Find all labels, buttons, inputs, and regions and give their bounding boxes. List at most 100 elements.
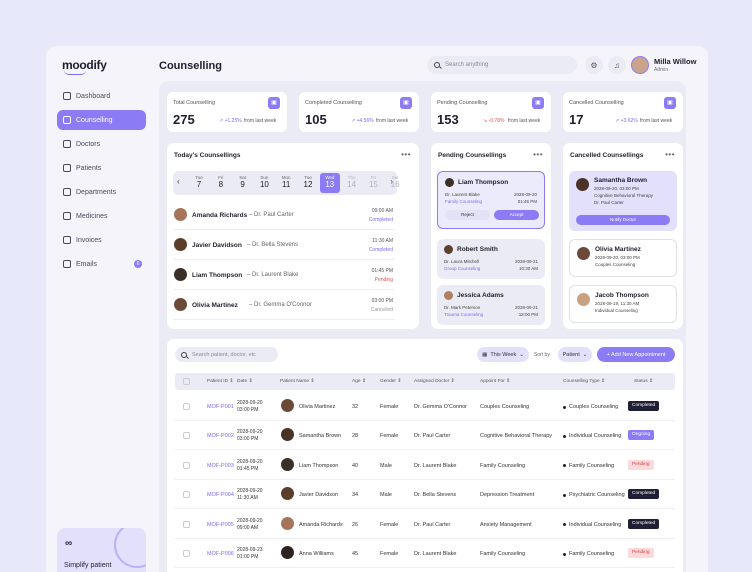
- pending-card[interactable]: Robert Smith Dr. Laura Mitchell 2028-09-21…: [437, 239, 545, 279]
- row-checkbox[interactable]: [183, 403, 190, 410]
- content-panel: Total Counselling 275 ↗ +1.25% from last we…: [159, 81, 686, 572]
- column-header[interactable]: Patient ID ⇕: [207, 379, 233, 384]
- reject-button[interactable]: Reject: [445, 210, 490, 220]
- patient-id[interactable]: MOF-P003: [207, 462, 234, 469]
- app-window: moodify Dashboard Counselling Doctors Patie…: [46, 46, 708, 572]
- sidebar-item-patients[interactable]: Patients: [57, 158, 146, 178]
- table-row[interactable]: MOF-P001 2028-09-20 03:00 PM Olivia Martine…: [175, 392, 675, 421]
- column-header[interactable]: Date ⇕: [237, 379, 253, 384]
- cancelled-card[interactable]: Olivia Martinez 2028-09-20, 03:00 PM Coupl…: [569, 239, 677, 277]
- doctor-name: – Dr. Laurent Blake: [247, 272, 298, 278]
- date-value: 2028-09-20: [237, 429, 263, 436]
- sort-dropdown[interactable]: Patient ⌄: [558, 347, 592, 362]
- user-name: Milla Willow: [654, 57, 697, 66]
- sidebar-item-label: Dashboard: [76, 92, 111, 100]
- row-checkbox[interactable]: [183, 432, 190, 440]
- chevron-down-icon: ⌄: [582, 351, 588, 358]
- accept-button[interactable]: Accept: [494, 210, 539, 220]
- appointment-time: 03:00 PM: [371, 298, 393, 304]
- calendar-day[interactable]: Sun 10: [254, 173, 274, 193]
- table-row[interactable]: MOF-P005 2028-09-20 09:00 AM Amanda Richard…: [175, 510, 675, 539]
- bullet-icon: [563, 464, 566, 468]
- separator: –: [249, 302, 255, 308]
- more-options-icon[interactable]: •••: [665, 150, 675, 159]
- sidebar-item-doctors[interactable]: Doctors: [57, 134, 146, 154]
- chevron-left-icon[interactable]: ‹: [177, 177, 180, 186]
- table-row[interactable]: MOF-P006 2028-09-23 01:00 PM Anna Williams 4…: [175, 539, 675, 568]
- pending-card[interactable]: Jessica Adams Dr. Mark Peterson 2028-09-21…: [437, 285, 545, 325]
- column-header[interactable]: Gender ⇕: [380, 379, 401, 384]
- patient-id[interactable]: MOF-P001: [207, 404, 234, 410]
- sidebar-item-dashboard[interactable]: Dashboard: [57, 86, 146, 106]
- calendar-day[interactable]: Tue 12: [298, 173, 318, 193]
- promo-card[interactable]: ∞ Simplify patient: [57, 528, 146, 572]
- patient-icon: [63, 164, 71, 172]
- patient-name: Javier Davidson: [299, 492, 339, 499]
- list-item[interactable]: Amanda Richards – Dr. Paul Carter 09:00 AM…: [173, 202, 395, 230]
- calendar-day[interactable]: Mon 11: [276, 173, 296, 193]
- notify-doctor-button[interactable]: Notify Doctor: [576, 215, 670, 225]
- list-item[interactable]: Liam Thompson – Dr. Laurent Blake 01:45 PM…: [173, 262, 395, 290]
- row-checkbox[interactable]: [183, 461, 190, 469]
- notifications-button[interactable]: ♫: [608, 56, 626, 74]
- patient-search-input[interactable]: Search patient, doctor, etc: [175, 347, 278, 362]
- calendar-day[interactable]: Thu 14: [342, 173, 362, 193]
- calendar-day[interactable]: Fri 15: [363, 173, 383, 193]
- todays-counsellings-card: Today's Counsellings ••• ‹ › Tue 7 Fri 8 Sat…: [167, 143, 419, 329]
- chevron-right-icon[interactable]: ›: [390, 177, 393, 186]
- calendar-day[interactable]: Wed 13: [319, 173, 340, 193]
- column-label: Counselling Type: [563, 379, 600, 384]
- settings-button[interactable]: ⚙: [585, 56, 603, 74]
- select-all-checkbox[interactable]: [183, 378, 190, 385]
- row-checkbox[interactable]: [183, 520, 190, 528]
- card-title: Today's Counsellings: [174, 152, 241, 159]
- sidebar-item-counselling[interactable]: Counselling: [57, 110, 146, 130]
- patient-id[interactable]: MOF-P006: [207, 551, 234, 557]
- global-search-input[interactable]: Search anything: [427, 56, 577, 74]
- row-checkbox[interactable]: [183, 550, 190, 557]
- more-options-icon[interactable]: •••: [533, 150, 543, 159]
- date-filter-dropdown[interactable]: ▦ This Week ⌄: [477, 347, 529, 362]
- sidebar-item-invoices[interactable]: Invoices: [57, 230, 146, 250]
- day-date: 9: [240, 180, 245, 189]
- cancelled-card[interactable]: Samantha Brown 2028-09-20, 03:00 PM Cognit…: [569, 171, 677, 231]
- column-header[interactable]: Patient Name ⇕: [280, 379, 314, 384]
- calendar-day[interactable]: Sat 16: [385, 173, 405, 193]
- table-row[interactable]: MOF-P004 2028-09-20 11:30 AM Javier Davidso…: [175, 480, 675, 510]
- mail-icon: [63, 260, 71, 268]
- pending-card[interactable]: Liam Thompson Dr. Laurent Blake 2028-09-20…: [437, 171, 545, 229]
- calendar-day[interactable]: Fri 8: [211, 173, 231, 193]
- column-header[interactable]: Age ⇕: [352, 379, 366, 384]
- calendar-day[interactable]: Sat 9: [233, 173, 253, 193]
- table-row[interactable]: MOF-P002 2028-09-20 03:00 PM Samantha Brown…: [175, 421, 675, 451]
- sidebar-item-emails[interactable]: Emails 6: [57, 254, 146, 274]
- column-header[interactable]: Assigned Doctor ⇕: [414, 379, 455, 384]
- calendar-day[interactable]: Tue 7: [189, 173, 209, 193]
- row-checkbox[interactable]: [183, 491, 190, 499]
- user-avatar[interactable]: [631, 56, 649, 74]
- column-header[interactable]: Appoint For ⇕: [480, 379, 510, 384]
- patient-id[interactable]: MOF-P002: [207, 433, 234, 440]
- logo-smile-icon: [64, 70, 86, 75]
- list-item[interactable]: Javier Davidson – Dr. Bella Stevens 11:30 …: [173, 232, 395, 260]
- cancelled-card[interactable]: Jacob Thompson 2028-09-19, 11:30 AM Indivi…: [569, 285, 677, 323]
- column-header[interactable]: Status ⇕: [634, 379, 653, 384]
- sidebar-item-medicines[interactable]: Medicines: [57, 206, 146, 226]
- more-options-icon[interactable]: •••: [401, 150, 411, 159]
- separator: –: [247, 242, 253, 248]
- patient-id[interactable]: MOF-P005: [207, 521, 234, 528]
- assigned-doctor: Dr. Paul Carter: [414, 433, 451, 440]
- day-name: Sun: [260, 175, 269, 180]
- avatar: [444, 245, 453, 254]
- patient-id[interactable]: MOF-P004: [207, 492, 234, 499]
- brand-logo[interactable]: moodify: [62, 58, 107, 75]
- counselling-type-label: Individual Counseling: [569, 433, 622, 440]
- stat-from-label: from last week: [244, 118, 277, 124]
- invoice-icon: [63, 236, 71, 244]
- column-header[interactable]: Counselling Type ⇕: [563, 379, 605, 384]
- table-row[interactable]: MOF-P003 2028-09-20 01:45 PM Liam Thompson 4…: [175, 451, 675, 480]
- add-appointment-button[interactable]: + Add New Appointment: [597, 347, 675, 362]
- avatar: [445, 178, 454, 187]
- sidebar-item-departments[interactable]: Departments: [57, 182, 146, 202]
- list-item[interactable]: Olivia Martinez – Dr. Gemma O'Connor 03:00…: [173, 292, 395, 320]
